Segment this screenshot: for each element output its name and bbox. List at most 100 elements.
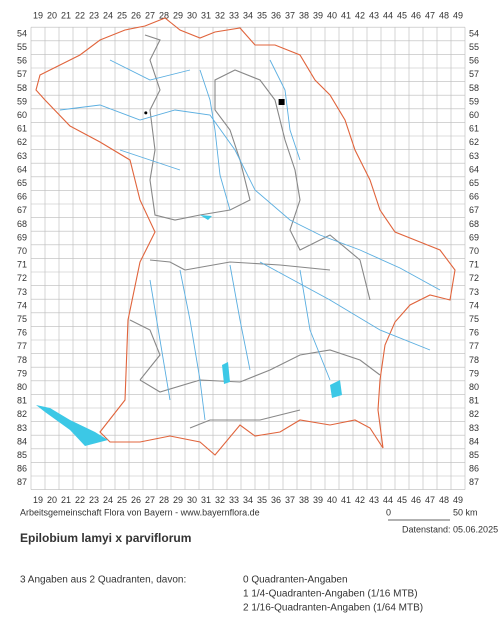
row-label: 76 <box>469 328 479 338</box>
column-label: 46 <box>411 495 421 505</box>
row-label: 66 <box>17 192 27 202</box>
row-label: 82 <box>469 409 479 419</box>
row-label: 58 <box>469 83 479 93</box>
column-label: 29 <box>173 495 183 505</box>
record-square <box>278 99 285 105</box>
row-label: 54 <box>469 28 479 38</box>
lake-constance <box>36 405 108 446</box>
column-label: 42 <box>355 11 365 21</box>
row-label: 56 <box>17 56 27 66</box>
row-label: 87 <box>17 477 27 487</box>
scale-end: 50 km <box>453 507 478 517</box>
column-label: 49 <box>453 11 463 21</box>
column-label: 48 <box>439 11 449 21</box>
row-label: 67 <box>17 205 27 215</box>
row-label: 76 <box>17 328 27 338</box>
row-label: 77 <box>17 341 27 351</box>
row-label: 74 <box>469 300 479 310</box>
row-label: 55 <box>469 42 479 52</box>
column-label: 35 <box>257 11 267 21</box>
lake <box>200 215 342 398</box>
column-label: 38 <box>299 495 309 505</box>
column-label: 22 <box>75 495 85 505</box>
row-label: 60 <box>469 110 479 120</box>
row-label: 68 <box>17 219 27 229</box>
column-label: 39 <box>313 495 323 505</box>
summary-line: 1 1/4-Quadranten-Angaben (1/16 MTB) <box>243 589 418 600</box>
row-label: 85 <box>469 450 479 460</box>
column-label: 20 <box>47 11 57 21</box>
column-label: 47 <box>425 495 435 505</box>
column-label: 21 <box>61 495 71 505</box>
date: Datenstand: 05.06.2025 <box>402 524 498 534</box>
border-bavaria <box>35 17 456 456</box>
row-label: 71 <box>17 260 27 270</box>
row-label: 73 <box>17 287 27 297</box>
column-label: 46 <box>411 11 421 21</box>
row-label: 84 <box>469 436 479 446</box>
row-label: 85 <box>17 450 27 460</box>
column-label: 34 <box>243 11 253 21</box>
row-label: 77 <box>469 341 479 351</box>
row-label: 78 <box>469 355 479 365</box>
border-inner <box>129 34 381 429</box>
column-label: 32 <box>215 11 225 21</box>
row-label: 57 <box>469 69 479 79</box>
row-label: 59 <box>469 96 479 106</box>
row-label: 66 <box>469 192 479 202</box>
column-label: 39 <box>313 11 323 21</box>
row-label: 70 <box>17 246 27 256</box>
column-label: 33 <box>229 495 239 505</box>
column-label: 22 <box>75 11 85 21</box>
column-label: 33 <box>229 11 239 21</box>
scale-start: 0 <box>386 507 391 517</box>
row-label: 61 <box>17 124 27 134</box>
row-label: 78 <box>17 355 27 365</box>
title: Epilobium lamyi x parviflorum <box>20 531 191 545</box>
column-label: 36 <box>271 11 281 21</box>
row-label: 56 <box>469 56 479 66</box>
column-label: 44 <box>383 11 393 21</box>
row-label: 86 <box>469 464 479 474</box>
row-label: 70 <box>469 246 479 256</box>
column-label: 47 <box>425 11 435 21</box>
row-label: 59 <box>17 96 27 106</box>
column-label: 37 <box>285 11 295 21</box>
column-label: 41 <box>341 11 351 21</box>
row-label: 54 <box>17 28 27 38</box>
row-label: 72 <box>17 273 27 283</box>
row-label: 65 <box>17 178 27 188</box>
column-label: 34 <box>243 495 253 505</box>
row-label: 55 <box>17 42 27 52</box>
row-label: 62 <box>17 137 27 147</box>
column-label: 40 <box>327 495 337 505</box>
column-label: 31 <box>201 11 211 21</box>
column-label: 25 <box>117 11 127 21</box>
row-label: 72 <box>469 273 479 283</box>
row-label: 64 <box>469 164 479 174</box>
row-label: 58 <box>17 83 27 93</box>
column-label: 38 <box>299 11 309 21</box>
column-label: 27 <box>145 11 155 21</box>
row-label: 79 <box>17 368 27 378</box>
column-label: 49 <box>453 495 463 505</box>
column-label: 37 <box>285 495 295 505</box>
column-label: 43 <box>369 11 379 21</box>
column-label: 27 <box>145 495 155 505</box>
column-label: 26 <box>131 11 141 21</box>
row-label: 65 <box>469 178 479 188</box>
column-label: 45 <box>397 11 407 21</box>
row-label: 87 <box>469 477 479 487</box>
row-label: 74 <box>17 300 27 310</box>
row-label: 60 <box>17 110 27 120</box>
record-dot <box>144 111 148 115</box>
row-label: 83 <box>469 423 479 433</box>
column-label: 24 <box>103 495 113 505</box>
row-label: 83 <box>17 423 27 433</box>
row-label: 86 <box>17 464 27 474</box>
column-label: 42 <box>355 495 365 505</box>
summary-line: 0 Quadranten-Angaben <box>243 575 348 586</box>
column-label: 29 <box>173 11 183 21</box>
row-label: 73 <box>469 287 479 297</box>
